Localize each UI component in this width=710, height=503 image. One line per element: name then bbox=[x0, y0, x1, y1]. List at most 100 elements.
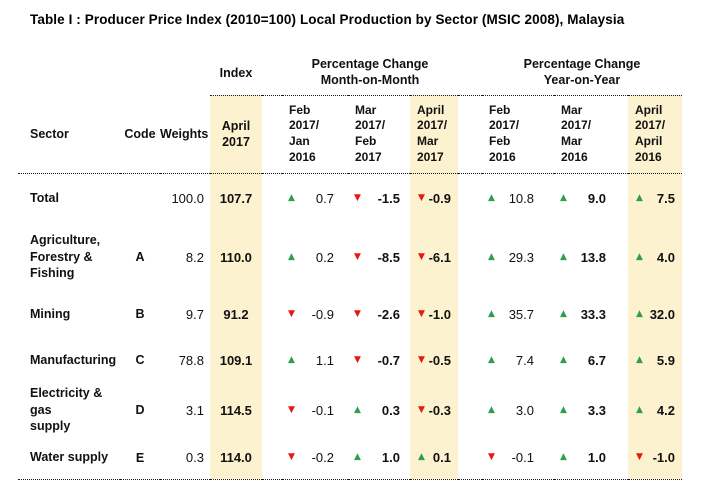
up-triangle-icon: ▲ bbox=[560, 253, 567, 262]
pct-value: -0.1 bbox=[312, 403, 334, 418]
feb-yoy-cell: ▼-0.1 bbox=[482, 437, 554, 479]
pct-value: -0.9 bbox=[312, 307, 334, 322]
weights-cell: 3.1 bbox=[160, 383, 210, 437]
apr-mom-cell: ▼-0.5 bbox=[410, 337, 458, 383]
sector-cell: Agriculture, Forestry & Fishing bbox=[18, 223, 120, 291]
pct-value: 33.3 bbox=[581, 307, 606, 322]
apr-mom-column-header: April 2017/ Mar 2017 bbox=[410, 95, 458, 173]
up-triangle-icon: ▲ bbox=[636, 356, 643, 365]
code-column-header: Code bbox=[120, 95, 160, 173]
code-cell: E bbox=[120, 437, 160, 479]
feb-yoy-column-header: Feb 2017/ Feb 2016 bbox=[482, 95, 554, 173]
mar-mom-cell: ▲1.0 bbox=[348, 437, 410, 479]
spacer bbox=[458, 173, 482, 223]
pct-value: -2.6 bbox=[378, 307, 400, 322]
feb-mom-column-header: Feb 2017/ Jan 2016 bbox=[282, 95, 348, 173]
mar-mom-cell: ▼-1.5 bbox=[348, 173, 410, 223]
down-triangle-icon: ▼ bbox=[354, 310, 361, 319]
down-triangle-icon: ▼ bbox=[636, 453, 643, 462]
spacer bbox=[262, 95, 282, 173]
spacer bbox=[458, 437, 482, 479]
apr-mom-cell: ▼-6.1 bbox=[410, 223, 458, 291]
index-cell: 91.2 bbox=[210, 291, 262, 337]
sector-cell: Mining bbox=[18, 291, 120, 337]
code-cell: C bbox=[120, 337, 160, 383]
yoy-group-header: Percentage Change Year-on-Year bbox=[482, 51, 682, 95]
feb-yoy-cell: ▲7.4 bbox=[482, 337, 554, 383]
pct-value: 0.2 bbox=[316, 250, 334, 265]
mar-yoy-cell: ▲ 9.0 bbox=[554, 173, 628, 223]
feb-yoy-cell: ▲3.0 bbox=[482, 383, 554, 437]
pct-value: 0.7 bbox=[316, 191, 334, 206]
feb-mom-cell: ▼-0.9 bbox=[282, 291, 348, 337]
table-row: Agriculture, Forestry & Fishing A 8.2 11… bbox=[18, 223, 682, 291]
sector-cell: Water supply bbox=[18, 437, 120, 479]
table-row: Total 100.0 107.7 ▲0.7 ▼-1.5 ▼-0.9 ▲10.8… bbox=[18, 173, 682, 223]
up-triangle-icon: ▲ bbox=[488, 253, 495, 262]
pct-value: 29.3 bbox=[509, 250, 534, 265]
pct-value: 0.3 bbox=[382, 403, 400, 418]
up-triangle-icon: ▲ bbox=[636, 253, 643, 262]
pct-value: 3.3 bbox=[588, 403, 606, 418]
table-row: Water supply E 0.3 114.0 ▼-0.2 ▲1.0 ▲0.1… bbox=[18, 437, 682, 479]
pct-value: 4.2 bbox=[657, 403, 675, 418]
column-header-row: Sector Code Weights April 2017 Feb 2017/… bbox=[18, 95, 682, 173]
pct-value: -8.5 bbox=[378, 250, 400, 265]
table-row: Mining B 9.7 91.2 ▼-0.9 ▼-2.6 ▼-1.0 ▲35.… bbox=[18, 291, 682, 337]
mar-yoy-cell: ▲33.3 bbox=[554, 291, 628, 337]
mar-mom-column-header: Mar 2017/ Feb 2017 bbox=[348, 95, 410, 173]
code-cell: A bbox=[120, 223, 160, 291]
mar-mom-cell: ▼ -2.6 bbox=[348, 291, 410, 337]
down-triangle-icon: ▼ bbox=[488, 453, 495, 462]
apr-yoy-cell: ▲7.5 bbox=[628, 173, 682, 223]
table-title: Table I : Producer Price Index (2010=100… bbox=[30, 12, 700, 27]
feb-mom-cell: ▲ 0.7 bbox=[282, 173, 348, 223]
table-body: Total 100.0 107.7 ▲0.7 ▼-1.5 ▼-0.9 ▲10.8… bbox=[18, 173, 682, 479]
down-triangle-icon: ▼ bbox=[418, 356, 425, 365]
feb-mom-cell: ▼-0.2 bbox=[282, 437, 348, 479]
sector-cell: Manufacturing bbox=[18, 337, 120, 383]
apr-mom-cell: ▼ -0.9 bbox=[410, 173, 458, 223]
apr-mom-cell: ▼-0.3 bbox=[410, 383, 458, 437]
pct-value: 13.8 bbox=[581, 250, 606, 265]
apr-yoy-cell: ▲4.0 bbox=[628, 223, 682, 291]
pct-value: 1.0 bbox=[588, 450, 606, 465]
spacer bbox=[262, 437, 282, 479]
index-april-2017-column-header: April 2017 bbox=[210, 95, 262, 173]
group-header-row: Index Percentage Change Month-on-Month P… bbox=[18, 51, 682, 95]
mar-mom-cell: ▲ 0.3 bbox=[348, 383, 410, 437]
apr-yoy-cell: ▲32.0 bbox=[628, 291, 682, 337]
mar-yoy-cell: ▲6.7 bbox=[554, 337, 628, 383]
index-group-header: Index bbox=[210, 51, 262, 95]
pct-value: 32.0 bbox=[650, 307, 675, 322]
mar-yoy-cell: ▲3.3 bbox=[554, 383, 628, 437]
down-triangle-icon: ▼ bbox=[418, 406, 425, 415]
up-triangle-icon: ▲ bbox=[288, 253, 295, 262]
feb-yoy-cell: ▲ 29.3 bbox=[482, 223, 554, 291]
table-row: Manufacturing C 78.8 109.1 ▲1.1 ▼-0.7 ▼-… bbox=[18, 337, 682, 383]
mom-group-header: Percentage Change Month-on-Month bbox=[282, 51, 458, 95]
up-triangle-icon: ▲ bbox=[560, 194, 567, 203]
down-triangle-icon: ▼ bbox=[418, 194, 425, 203]
feb-yoy-cell: ▲10.8 bbox=[482, 173, 554, 223]
down-triangle-icon: ▼ bbox=[418, 253, 425, 262]
pct-value: 9.0 bbox=[588, 191, 606, 206]
pct-value: 3.0 bbox=[516, 403, 534, 418]
spacer bbox=[262, 291, 282, 337]
apr-mom-cell: ▲0.1 bbox=[410, 437, 458, 479]
code-cell bbox=[120, 173, 160, 223]
up-triangle-icon: ▲ bbox=[354, 406, 361, 415]
pct-value: 5.9 bbox=[657, 353, 675, 368]
pct-value: -0.9 bbox=[429, 191, 451, 206]
up-triangle-icon: ▲ bbox=[354, 453, 361, 462]
pct-value: 7.5 bbox=[657, 191, 675, 206]
code-cell: D bbox=[120, 383, 160, 437]
feb-mom-cell: ▼-0.1 bbox=[282, 383, 348, 437]
up-triangle-icon: ▲ bbox=[488, 310, 495, 319]
pct-value: -0.2 bbox=[312, 450, 334, 465]
up-triangle-icon: ▲ bbox=[288, 194, 295, 203]
ppi-table: Index Percentage Change Month-on-Month P… bbox=[18, 51, 682, 480]
mar-mom-cell: ▼-0.7 bbox=[348, 337, 410, 383]
up-triangle-icon: ▲ bbox=[488, 194, 495, 203]
mar-yoy-cell: ▲1.0 bbox=[554, 437, 628, 479]
